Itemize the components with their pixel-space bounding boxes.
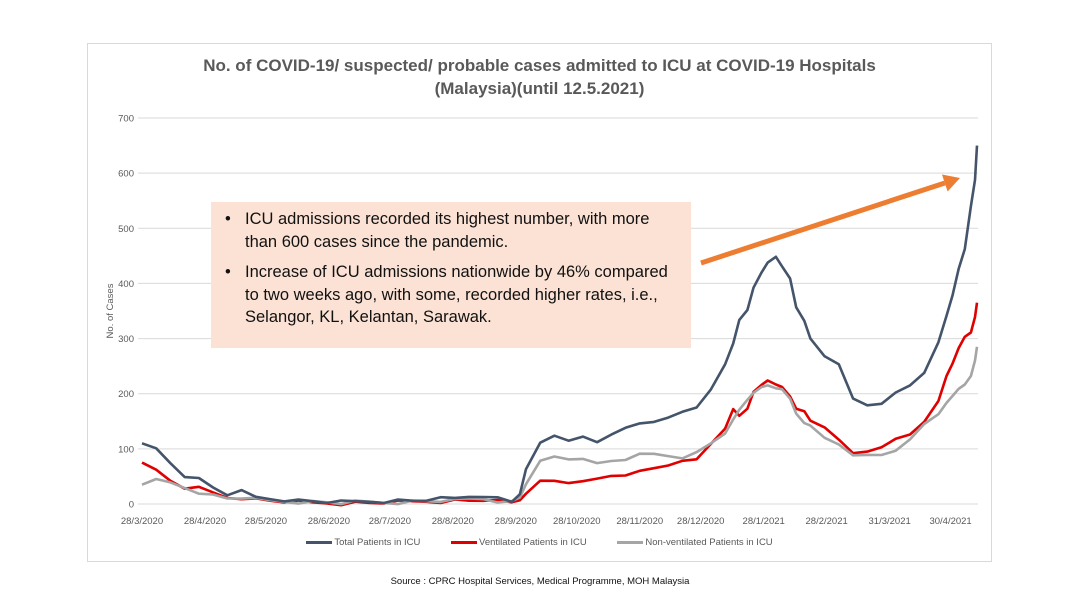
annotation-text: ICU admissions recorded its highest numb… [245,210,650,251]
series-lines [141,145,979,507]
chart-legend: Total Patients in ICU Ventilated Patient… [87,537,992,548]
x-tick-label: 28/6/2020 [308,516,350,527]
x-tick-label: 28/11/2020 [616,516,663,527]
x-tick-label: 28/8/2020 [432,516,474,527]
legend-label-non-ventilated: Non-ventilated Patients in ICU [645,537,773,548]
x-tick-labels: 28/3/2020 28/4/2020 28/5/2020 28/6/2020 28/7… [121,516,972,527]
annotation-item: • ICU admissions recorded its highest num… [225,208,681,253]
chart-title-line-2: (Malaysia)(until 12.5.2021) [434,79,645,98]
x-tick-label: 28/5/2020 [245,516,287,527]
x-tick-label: 28/9/2020 [495,516,537,527]
x-tick-label: 28/3/2020 [121,516,163,527]
arrow-head-icon [941,174,960,192]
x-tick-label: 28/2/2021 [806,516,848,527]
y-axis-label: No. of Cases [105,283,116,338]
annotation-item: • Increase of ICU admissions nationwide b… [225,261,681,329]
annotation-text: Increase of ICU admissions nationwide by… [245,263,668,326]
legend-swatch-ventilated [451,540,478,544]
x-tick-label: 31/3/2021 [869,516,911,527]
y-tick-label: 600 [118,169,134,180]
legend-swatch-total [306,540,333,544]
legend-item-ventilated: Ventilated Patients in ICU [451,537,587,548]
x-tick-label: 28/12/2020 [677,516,725,527]
x-tick-label: 28/1/2021 [743,516,785,527]
legend-swatch-non-ventilated [617,540,644,544]
x-tick-label: 28/4/2020 [184,516,226,527]
legend-item-total: Total Patients in ICU [306,537,420,548]
chart-title: No. of COVID-19/ suspected/ probable cas… [87,54,992,100]
y-tick-label: 700 [118,114,134,125]
arrow-shaft [700,180,946,266]
chart-title-line-1: No. of COVID-19/ suspected/ probable cas… [203,56,876,75]
y-tick-label: 300 [118,334,134,345]
legend-label-total: Total Patients in ICU [334,537,421,548]
y-tick-label: 0 [129,500,134,511]
bullet-icon: • [225,263,231,281]
y-tick-label: 500 [118,224,134,235]
trend-arrow [700,174,960,266]
annotation-box: • ICU admissions recorded its highest num… [211,202,691,348]
x-tick-label: 28/10/2020 [553,516,601,527]
x-tick-label: 30/4/2021 [929,516,971,527]
y-tick-label: 100 [118,444,134,455]
source-caption: Source : CPRC Hospital Services, Medical… [390,576,690,587]
x-tick-label: 28/7/2020 [369,516,411,527]
series-line-total-patients-in-icu [141,145,979,505]
legend-item-non-ventilated: Non-ventilated Patients in ICU [617,537,773,548]
y-tick-label: 400 [118,279,134,290]
y-tick-label: 200 [118,389,134,400]
bullet-icon: • [225,210,231,228]
legend-label-ventilated: Ventilated Patients in ICU [479,537,587,548]
y-tick-labels: 0 100 200 300 400 500 600 700 [118,114,134,511]
